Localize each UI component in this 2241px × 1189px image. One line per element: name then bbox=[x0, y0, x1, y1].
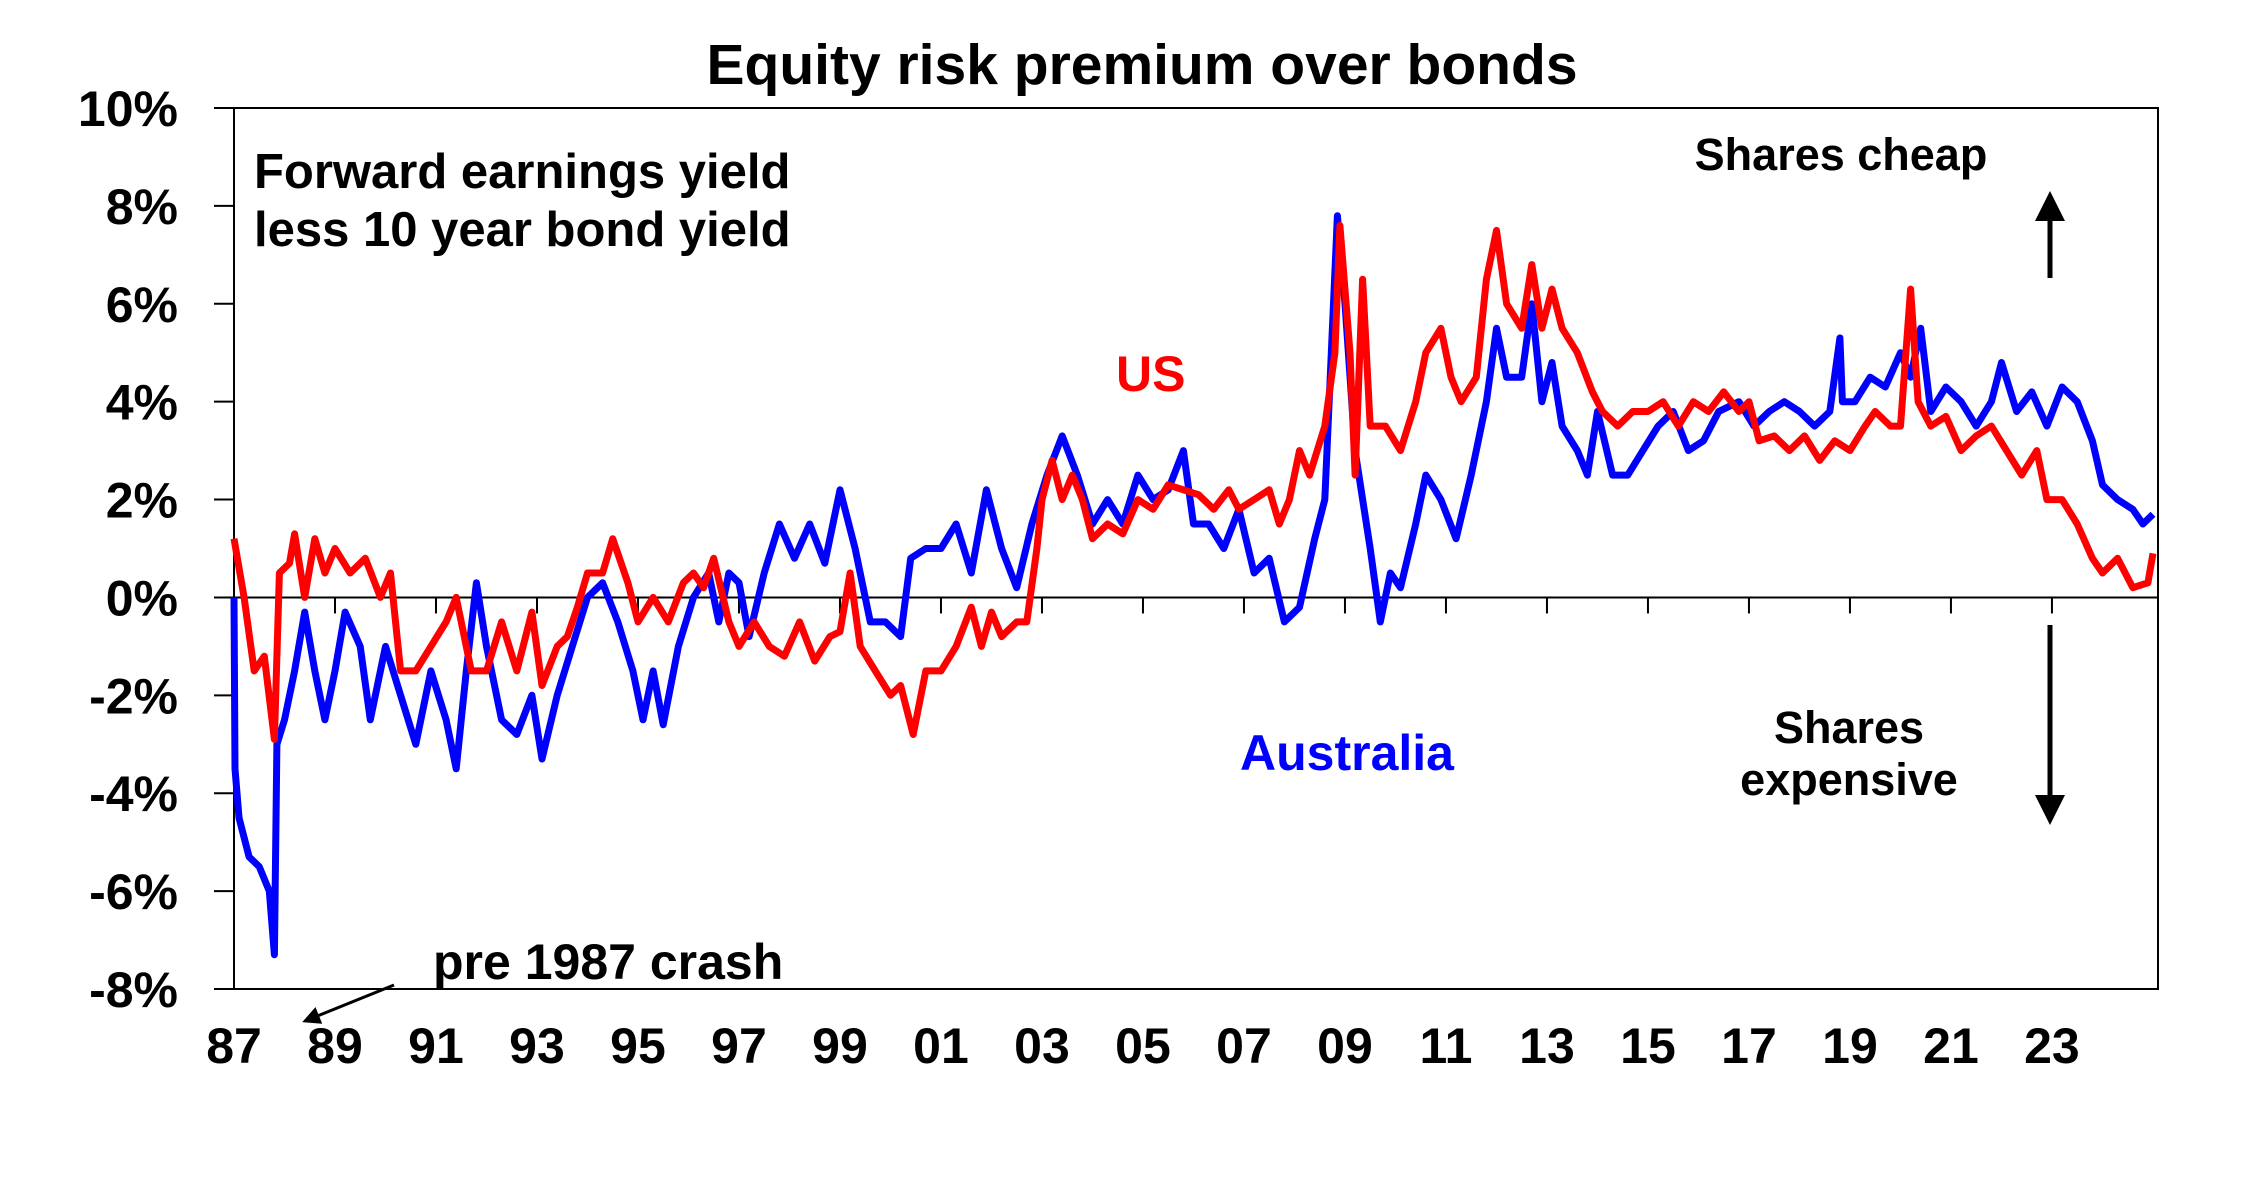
x-tick-label: 13 bbox=[1519, 1018, 1575, 1074]
y-tick-label: 2% bbox=[106, 473, 178, 529]
y-tick-label: -4% bbox=[89, 766, 178, 822]
shares-expensive-label-line-2: expensive bbox=[1740, 754, 1958, 805]
crash-arrow-icon bbox=[302, 983, 395, 1024]
x-tick-label: 01 bbox=[913, 1018, 969, 1074]
x-tick-label: 89 bbox=[307, 1018, 363, 1074]
x-tick-label: 95 bbox=[610, 1018, 666, 1074]
x-tick-label: 99 bbox=[812, 1018, 868, 1074]
x-tick-label: 87 bbox=[206, 1018, 262, 1074]
y-tick-label: -2% bbox=[89, 668, 178, 724]
x-tick-label: 19 bbox=[1822, 1018, 1878, 1074]
australia-series-label: Australia bbox=[1240, 725, 1455, 781]
y-tick-label: 10% bbox=[78, 81, 178, 137]
x-tick-label: 07 bbox=[1216, 1018, 1272, 1074]
x-tick-label: 05 bbox=[1115, 1018, 1171, 1074]
y-tick-label: -8% bbox=[89, 962, 178, 1018]
y-tick-label: 6% bbox=[106, 277, 178, 333]
x-tick-label: 11 bbox=[1420, 1018, 1473, 1074]
x-tick-label: 91 bbox=[408, 1018, 464, 1074]
series-line-us bbox=[230, 222, 2157, 743]
y-tick-label: 4% bbox=[106, 375, 178, 431]
shares-cheap-label: Shares cheap bbox=[1695, 129, 1988, 180]
x-tick-label: 93 bbox=[509, 1018, 565, 1074]
x-tick-label: 23 bbox=[2024, 1018, 2080, 1074]
y-tick-label: 0% bbox=[106, 570, 178, 626]
y-tick-label: 8% bbox=[106, 179, 178, 235]
x-tick-label: 09 bbox=[1317, 1018, 1373, 1074]
y-tick-label: -6% bbox=[89, 864, 178, 920]
x-tick-label: 03 bbox=[1014, 1018, 1070, 1074]
crash-annotation: pre 1987 crash bbox=[433, 934, 783, 990]
subtitle-line-2: less 10 year bond yield bbox=[254, 203, 791, 257]
x-axis: 87 89 91 93 95 97 99 01 03 05 07 09 11 13 15 17 19 21 23 bbox=[206, 597, 2080, 1074]
us-series-label: US bbox=[1116, 346, 1185, 402]
subtitle-line-1: Forward earnings yield bbox=[254, 145, 790, 199]
shares-expensive-label-line-1: Shares bbox=[1774, 702, 1924, 753]
y-axis: 10% 8% 6% 4% 2% 0% -2% -4% -6% -8% bbox=[78, 81, 2158, 1018]
chart-title: Equity risk premium over bonds bbox=[706, 33, 1577, 97]
x-tick-label: 21 bbox=[1923, 1018, 1979, 1074]
x-tick-label: 97 bbox=[711, 1018, 767, 1074]
x-tick-label: 17 bbox=[1721, 1018, 1777, 1074]
series-lines bbox=[230, 212, 2157, 959]
x-tick-label: 15 bbox=[1620, 1018, 1676, 1074]
plot-area bbox=[233, 107, 2159, 990]
series-line-australia bbox=[230, 212, 2156, 959]
